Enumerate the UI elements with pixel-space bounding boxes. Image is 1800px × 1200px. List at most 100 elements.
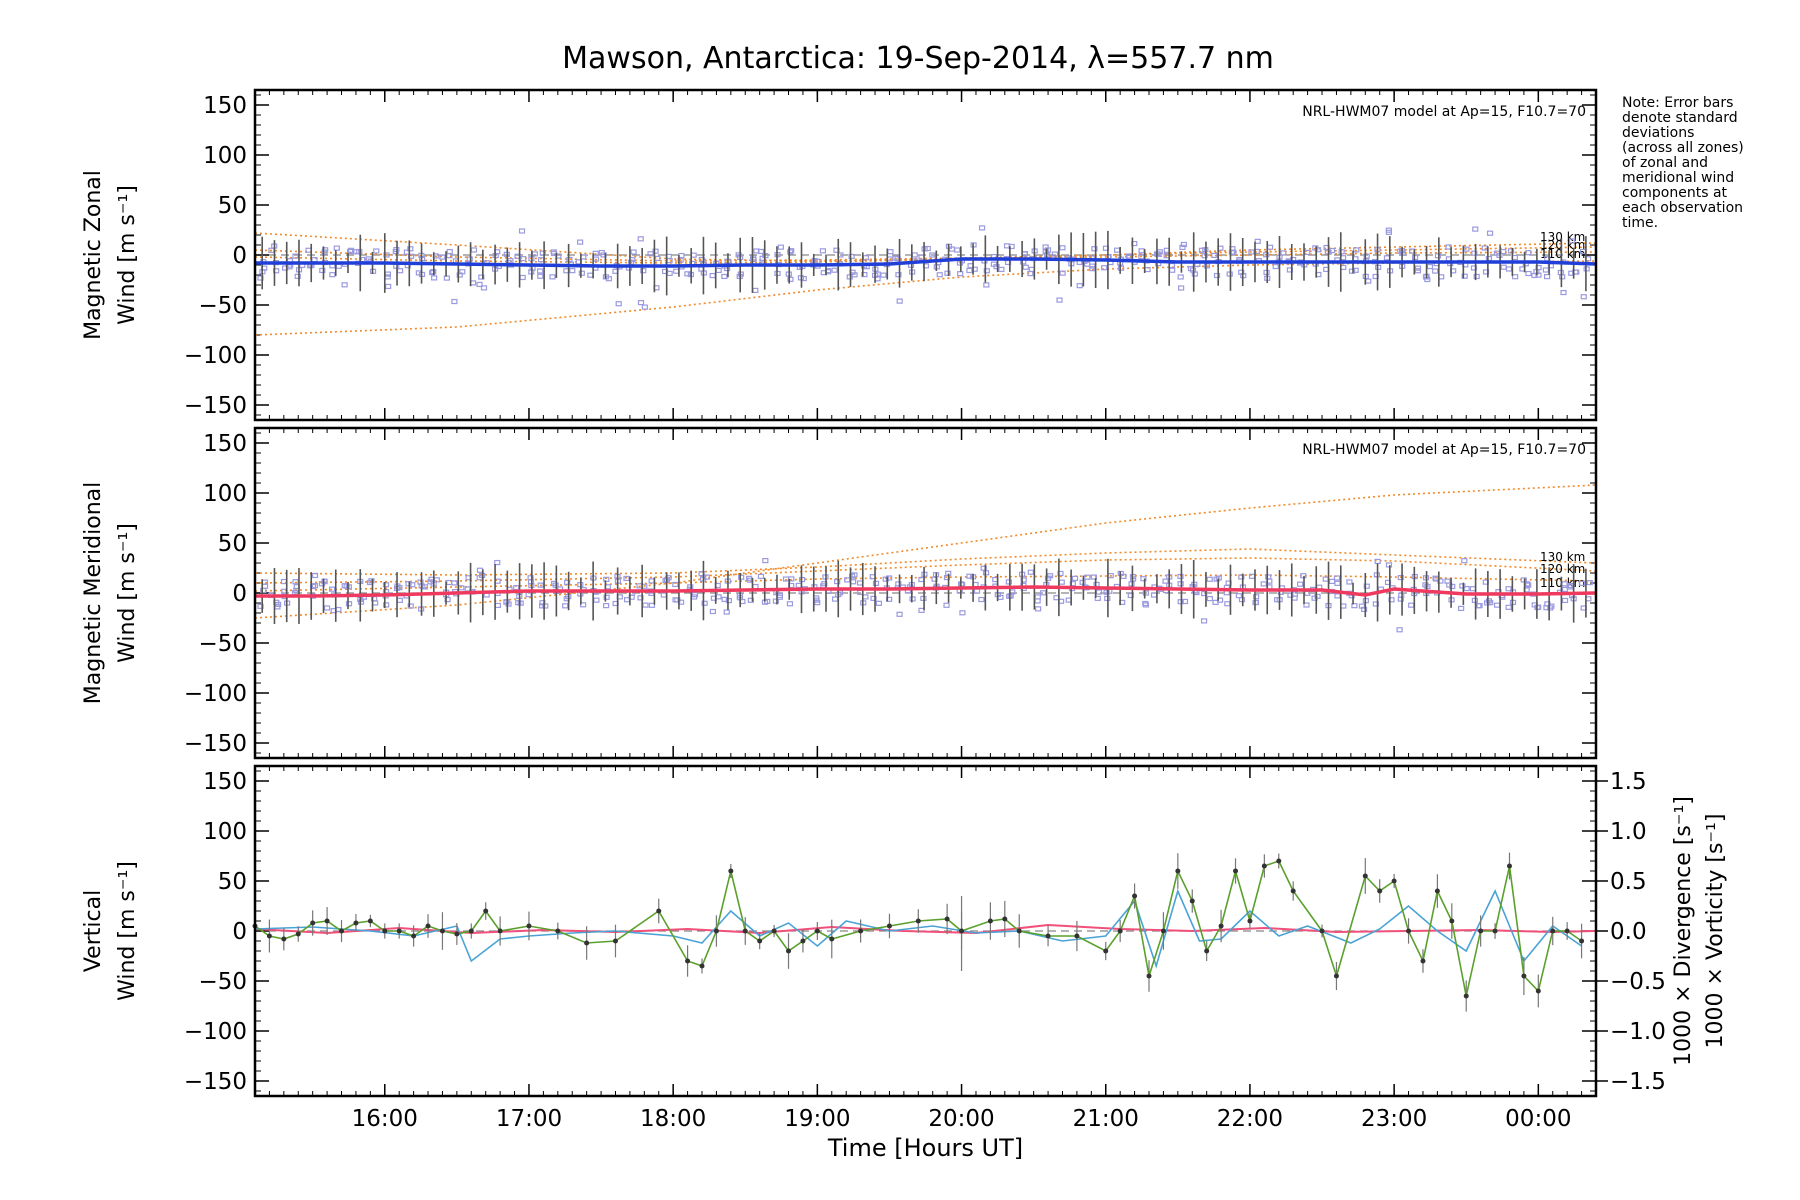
zone-point (1459, 583, 1466, 589)
zone-point (1525, 270, 1532, 277)
zone-point (1181, 598, 1189, 605)
zone-point (1177, 274, 1184, 280)
zone-point (1252, 599, 1260, 606)
y2-tick-label: 0.5 (1610, 869, 1647, 895)
model-label: NRL-HWM07 model at Ap=15, F10.7=70 (1302, 442, 1586, 458)
vertical-wind-point (1377, 888, 1383, 894)
zone-point (392, 248, 399, 255)
model-curve (254, 260, 1597, 336)
zone-point (959, 610, 966, 616)
zone-point (1485, 598, 1492, 604)
vertical-wind-point (483, 908, 489, 914)
zone-point (292, 579, 299, 585)
zone-point (1328, 578, 1336, 585)
zone-point (772, 598, 779, 604)
vertical-wind-point (468, 928, 474, 934)
zone-point (862, 594, 869, 600)
y-tick-label: 0 (232, 581, 247, 607)
zone-point (353, 249, 360, 255)
zone-point (1091, 246, 1098, 252)
vertical-wind-point (1074, 933, 1080, 939)
vertical-wind-point (281, 936, 287, 942)
zone-point (1093, 581, 1100, 588)
zone-point (1042, 249, 1049, 255)
y-tick-label: −150 (184, 393, 247, 419)
zone-point (777, 244, 784, 250)
zone-point (998, 266, 1005, 272)
zone-point (944, 270, 951, 276)
zone-point (782, 576, 790, 582)
zone-point (515, 600, 522, 606)
zone-point (814, 600, 821, 606)
zone-point (1169, 267, 1176, 273)
zone-point (1071, 575, 1079, 581)
vertical-wind-point (1218, 923, 1224, 929)
zone-point (1178, 285, 1185, 291)
zone-point (1180, 241, 1188, 248)
y-tick-label: −50 (198, 631, 247, 657)
vertical-wind-point (1406, 928, 1412, 934)
zone-point (929, 252, 936, 258)
y-tick-label: 150 (203, 93, 247, 119)
zone-point (1535, 604, 1542, 610)
zone-point (1432, 268, 1439, 274)
vertical-wind-line (254, 860, 1583, 997)
vertical-wind-point (310, 920, 316, 926)
zone-point (1312, 245, 1319, 251)
zone-point (1572, 269, 1579, 275)
zone-point (1103, 589, 1110, 595)
zone-point (1138, 248, 1145, 254)
vertical-wind-point (396, 928, 402, 934)
zone-point (1434, 253, 1442, 259)
zone-point (1213, 272, 1221, 279)
zone-point (525, 592, 532, 598)
zone-point (673, 268, 680, 274)
zone-point (856, 580, 864, 586)
vertical-wind-point (1204, 948, 1210, 954)
zone-point (333, 245, 340, 251)
zone-point (721, 596, 728, 602)
zone-point (918, 607, 925, 613)
vertical-wind-point (1434, 888, 1440, 894)
vertical-wind-point (699, 963, 705, 969)
zone-point (527, 575, 534, 581)
vertical-wind-point (497, 928, 503, 934)
zone-point (1525, 582, 1532, 588)
zone-point (723, 609, 730, 615)
zone-point (1057, 570, 1064, 577)
vertical-wind-point (1391, 878, 1397, 884)
zone-point (1525, 250, 1532, 256)
zone-point (1560, 289, 1567, 296)
zone-point (787, 276, 794, 282)
zone-point (1486, 230, 1494, 236)
zone-point (593, 597, 600, 603)
panel-frame (253, 764, 1598, 1098)
vertical-wind-point (1521, 973, 1527, 979)
zone-point (757, 573, 765, 579)
zone-point (674, 597, 681, 603)
zone-point (844, 577, 851, 583)
zone-point (323, 605, 331, 611)
zone-point (637, 299, 645, 306)
zone-point (433, 577, 440, 583)
zone-point (519, 274, 526, 281)
zone-point (537, 582, 544, 588)
zone-point (1034, 598, 1041, 604)
zone-point (1162, 578, 1169, 584)
vertical-wind-point (1103, 948, 1109, 954)
zone-point (494, 602, 501, 609)
zone-point (603, 594, 610, 600)
y2-tick-label: 1.5 (1610, 769, 1647, 795)
x-tick-label: 21:00 (1073, 1106, 1139, 1132)
zone-point (918, 576, 925, 583)
zone-point (641, 304, 648, 310)
zone-point (786, 601, 794, 607)
zone-point (648, 602, 656, 608)
zone-point (1385, 229, 1393, 235)
zone-point (725, 597, 732, 604)
x-tick-label: 16:00 (352, 1106, 418, 1132)
zone-point (1150, 592, 1158, 598)
vertical-wind-point (1535, 988, 1541, 994)
vertical-wind-point (1175, 868, 1181, 874)
zone-point (637, 236, 644, 242)
